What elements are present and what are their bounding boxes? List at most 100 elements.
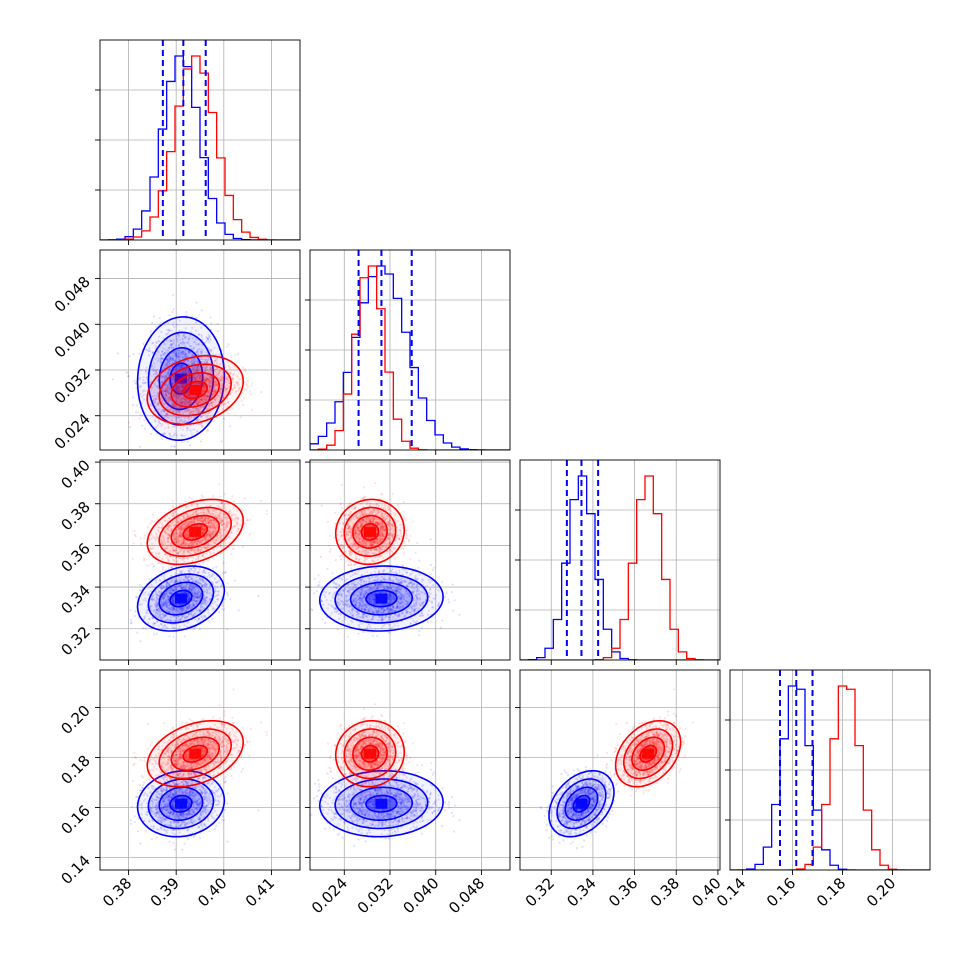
scatter-point [184,377,187,380]
scatter-point [192,377,195,380]
scatter-point [195,378,198,381]
scatter-point [162,376,166,379]
scatter-point [166,390,169,393]
scatter-point [167,371,170,374]
scatter-point [192,340,195,343]
scatter-point [165,364,168,367]
scatter-point [199,370,202,373]
scatter-point [229,392,232,395]
scatter-point [223,598,226,601]
scatter-point [177,345,180,348]
scatter-point [210,348,213,351]
scatter-point [194,374,197,377]
scatter-point [211,367,214,370]
scatter-point [220,355,223,358]
scatter-point [195,329,198,332]
scatter-point [153,391,156,394]
scatter-point [214,398,217,401]
scatter-point [198,348,201,351]
scatter-point [227,343,230,346]
scatter-point [183,334,186,337]
scatter-point [166,390,169,393]
scatter-point [172,369,175,372]
scatter-point [184,336,187,339]
scatter-point [227,381,230,384]
scatter-point [196,409,199,412]
scatter-point [201,389,204,392]
scatter-point [172,635,175,638]
scatter-point [175,323,178,326]
scatter-point [184,398,187,401]
scatter-point [179,381,182,384]
scatter-point [195,399,198,402]
scatter-point [148,347,151,350]
scatter-point [233,386,236,389]
scatter-point [219,405,222,408]
scatter-point [175,387,178,390]
scatter-point [209,385,212,389]
scatter-point [187,350,191,353]
scatter-point [197,383,201,386]
scatter-point [143,419,146,422]
scatter-point [206,377,209,380]
scatter-point [161,349,164,352]
scatter-point [203,370,206,373]
scatter-point [170,445,173,448]
scatter-point [155,341,158,345]
histogram-blue [310,265,510,450]
scatter-point [184,399,187,402]
scatter-point [208,411,211,414]
scatter-point [161,566,165,569]
scatter-point [181,384,184,387]
scatter-point [178,377,181,380]
scatter-point [265,509,268,512]
scatter-point [234,353,237,357]
scatter-point [187,369,190,372]
scatter-point [222,396,225,399]
scatter-point [213,359,216,362]
scatter-point [200,398,203,401]
scatter-point [148,349,151,353]
scatter-point [206,412,209,415]
scatter-point [207,403,210,406]
scatter-point [157,386,160,389]
scatter-point [191,362,194,365]
scatter-point [168,360,172,363]
scatter-point [210,404,213,407]
scatter-point [189,401,193,404]
scatter-point [200,326,203,329]
scatter-point [210,390,213,393]
scatter-point [233,386,236,389]
scatter-point [111,378,114,381]
scatter-point [209,371,212,374]
scatter-point [172,375,175,379]
scatter-point [211,389,214,393]
scatter-point [197,400,200,404]
scatter-point [209,366,212,369]
scatter-point [213,386,216,389]
scatter-point [184,348,187,351]
scatter-point [209,392,212,395]
density-peak-blue [174,593,187,604]
scatter-point [196,399,199,402]
scatter-point [141,382,144,385]
scatter-point [186,355,189,358]
scatter-point [174,354,177,357]
scatter-point [173,375,176,378]
scatter-point [196,408,199,411]
scatter-point [161,438,164,441]
scatter-point [204,379,208,382]
scatter-point [162,347,165,350]
scatter-point [175,375,178,378]
scatter-point [180,401,183,404]
scatter-point [246,385,249,388]
scatter-point [188,412,192,415]
scatter-point [193,395,196,398]
scatter-point [161,414,164,417]
scatter-point [149,350,152,353]
scatter-point [184,351,187,354]
scatter-point [177,385,180,388]
scatter-point [173,405,176,408]
scatter-point [183,372,186,375]
